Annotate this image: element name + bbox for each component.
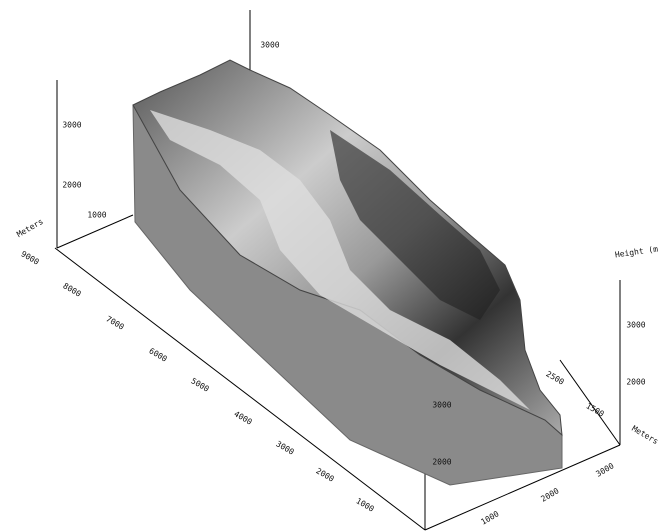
- tick-label: 9000: [19, 249, 40, 267]
- tick-label: 1000: [479, 509, 500, 527]
- tick-label: 2000: [539, 486, 560, 504]
- glacier: [150, 110, 530, 410]
- axis-line: [424, 444, 621, 531]
- axis-line: [559, 359, 621, 446]
- tick-label: 1500: [584, 401, 605, 419]
- tick-label: 3000: [432, 401, 451, 410]
- tick-label: 1000: [354, 496, 375, 514]
- tick-label: 3000: [274, 439, 295, 457]
- tick-label: 5000: [189, 376, 210, 394]
- axis-title: Meters: [630, 424, 660, 446]
- tick-label: 1000: [87, 211, 106, 220]
- tick-label: 3000: [594, 461, 615, 479]
- axis-title: Height (m: [614, 244, 658, 259]
- tick-label: 4000: [232, 409, 253, 427]
- tick-label: 3000: [62, 121, 81, 130]
- tick-label: 2000: [432, 458, 451, 467]
- tick-label: 2000: [62, 181, 81, 190]
- tick-label: 3000: [260, 41, 279, 50]
- tick-label: 2500: [544, 369, 565, 387]
- tick-label: 2000: [626, 378, 645, 387]
- ridge-shadow: [330, 130, 500, 320]
- axis-line: [56, 214, 134, 249]
- tick-label: 3000: [626, 321, 645, 330]
- tick-label: 6000: [147, 346, 168, 364]
- tick-label: 8000: [61, 281, 82, 299]
- axis-line: [54, 247, 426, 531]
- tick-label: 7000: [104, 314, 125, 332]
- axis-title: Meters: [15, 217, 45, 239]
- tick-label: 2000: [314, 466, 335, 484]
